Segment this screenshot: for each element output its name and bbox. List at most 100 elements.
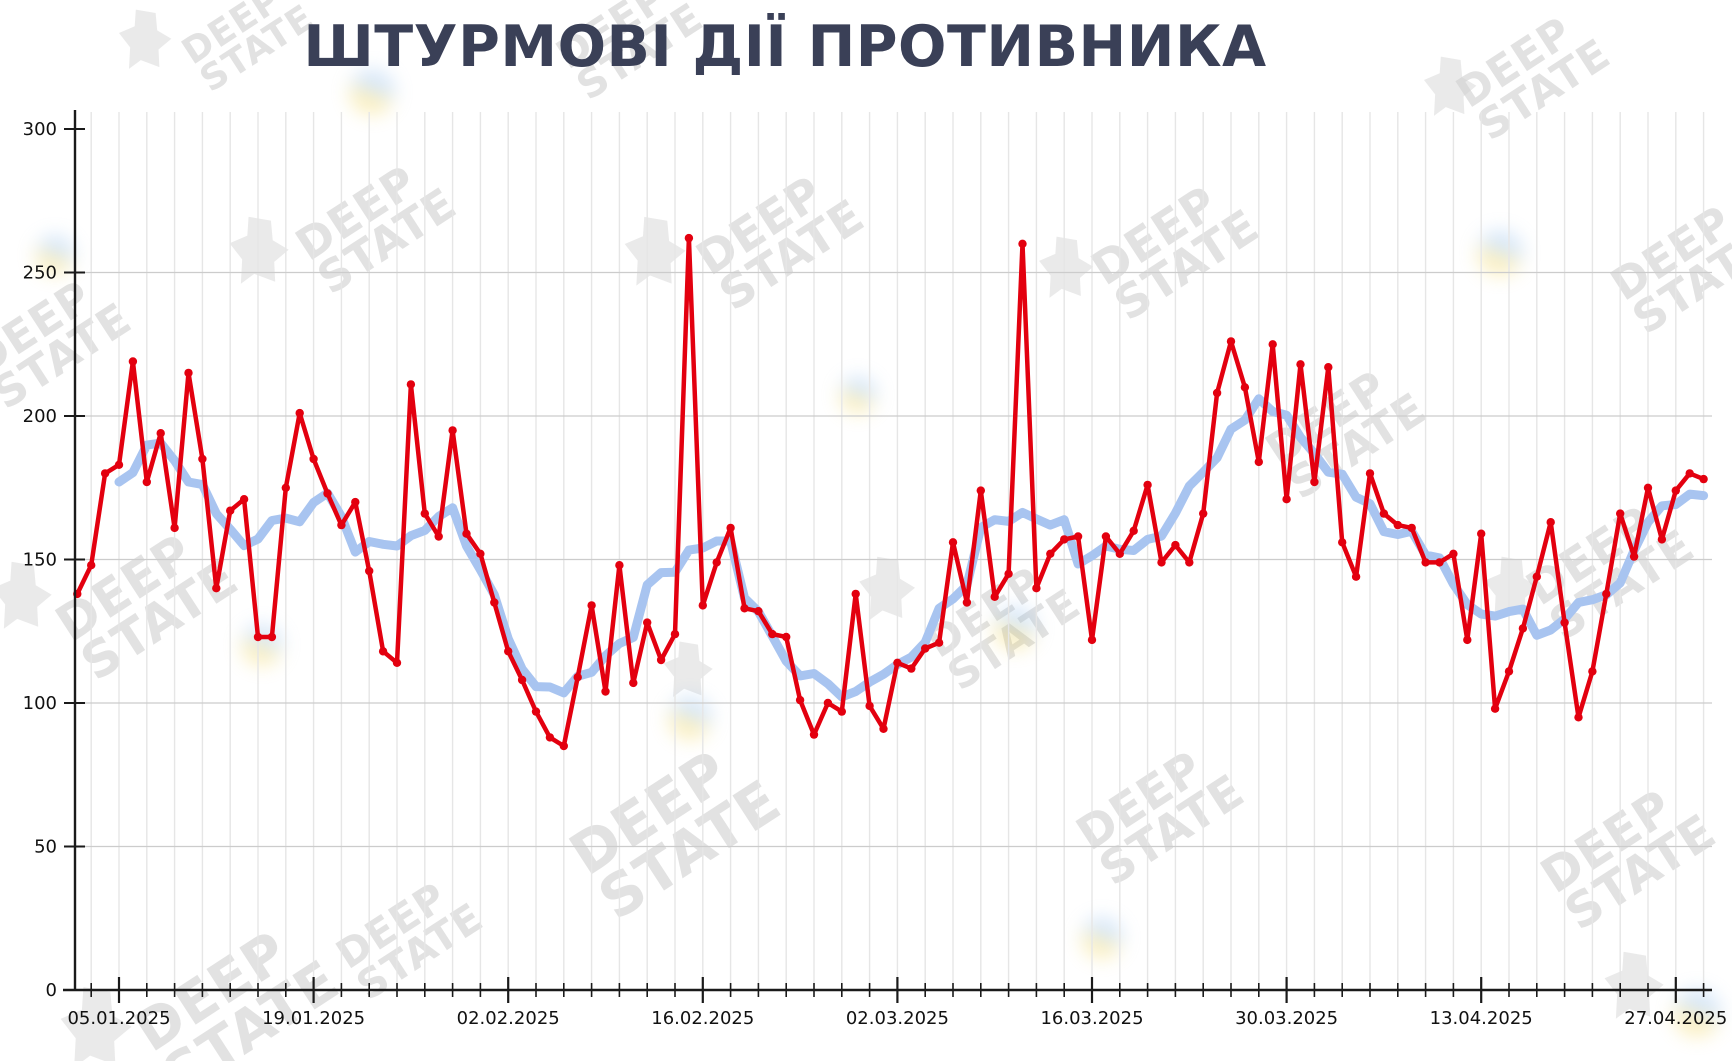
data-point — [809, 730, 819, 739]
data-point — [1268, 340, 1277, 349]
data-point — [1212, 388, 1222, 398]
data-point — [559, 741, 568, 751]
y-tick-label: 100 — [23, 693, 57, 714]
y-tick-label: 200 — [23, 406, 57, 427]
deepstate-watermark-logo-mark — [215, 206, 304, 298]
data-point — [128, 357, 138, 366]
y-tick-label: 0 — [46, 980, 57, 1001]
data-point — [851, 589, 860, 599]
x-tick-label: 02.02.2025 — [457, 1008, 560, 1029]
data-point — [1421, 558, 1430, 567]
deepstate-watermark-logo-mark — [846, 547, 930, 634]
data-point — [1435, 558, 1444, 567]
data-point — [1351, 572, 1361, 581]
data-point — [1032, 584, 1041, 593]
data-point — [323, 489, 332, 498]
data-point — [309, 454, 318, 464]
data-point — [1463, 635, 1472, 645]
data-point — [504, 647, 513, 656]
data-point — [517, 675, 527, 685]
data-point — [295, 408, 304, 418]
data-point — [448, 426, 457, 435]
y-tick-label: 150 — [23, 550, 57, 571]
data-point — [1379, 509, 1389, 518]
data-point — [1185, 558, 1194, 567]
data-point — [643, 618, 652, 627]
data-point — [420, 509, 429, 518]
data-point — [351, 497, 360, 507]
data-point — [615, 561, 624, 570]
x-tick-label: 16.03.2025 — [1040, 1008, 1143, 1029]
data-point — [1143, 480, 1152, 490]
data-point — [837, 707, 846, 716]
data-point — [1199, 509, 1208, 518]
x-tick-label: 27.04.2025 — [1624, 1008, 1727, 1029]
data-point — [1129, 526, 1138, 535]
data-point — [670, 629, 680, 639]
data-point — [1671, 486, 1681, 495]
data-point — [114, 460, 124, 469]
deepstate-watermark-emblem — [993, 606, 1037, 650]
data-point — [1449, 549, 1458, 558]
data-point — [1602, 589, 1611, 599]
x-tick-label: 16.02.2025 — [651, 1008, 754, 1029]
data-point — [1018, 239, 1027, 248]
x-tick-label: 30.03.2025 — [1235, 1008, 1338, 1029]
data-point — [1004, 569, 1013, 578]
deepstate-watermark-logo-mark — [652, 633, 726, 710]
data-point — [754, 607, 763, 616]
data-point — [740, 604, 749, 613]
data-point — [1393, 520, 1403, 530]
deepstate-watermark-emblem — [1081, 917, 1123, 959]
data-point — [392, 658, 402, 667]
deepstate-watermark-logo-mark — [1590, 941, 1679, 1033]
data-point — [156, 429, 165, 438]
data-point — [1574, 713, 1583, 722]
data-point — [948, 538, 958, 547]
data-point — [1226, 337, 1236, 346]
data-point — [1310, 477, 1319, 487]
data-point — [198, 454, 207, 464]
data-point — [87, 561, 96, 570]
chart-title: ШТУРМОВІ ДІЇ ПРОТИВНИКА — [303, 14, 1267, 80]
data-point — [1087, 635, 1097, 645]
axes-layer: 0 50 100 150 200 250 300 05.01.2025 19.01.2025 02… — [23, 110, 1727, 1029]
data-point — [795, 695, 805, 705]
data-point — [226, 506, 235, 515]
data-point — [934, 638, 944, 647]
deepstate-watermark-logo-mark — [43, 974, 150, 1061]
data-point — [267, 632, 277, 642]
moving-average-line — [114, 394, 1709, 702]
y-tick-label: 50 — [34, 837, 57, 858]
data-point — [1643, 483, 1653, 492]
data-point — [1296, 360, 1305, 369]
data-point — [1546, 518, 1555, 527]
data-point — [768, 629, 777, 639]
data-point — [1477, 529, 1486, 538]
data-point — [726, 523, 735, 533]
data-point — [962, 598, 972, 607]
data-point — [212, 584, 221, 593]
data-point — [712, 558, 721, 567]
deepstate-watermark-emblem — [349, 69, 395, 115]
data-point — [1504, 667, 1514, 676]
data-point — [1324, 363, 1333, 372]
data-point — [907, 664, 916, 673]
data-point — [1282, 495, 1291, 504]
data-point — [462, 529, 471, 538]
data-point — [1532, 572, 1542, 581]
data-point — [1254, 457, 1264, 467]
deepstate-watermark-emblem — [1477, 230, 1523, 276]
x-tick-label: 02.03.2025 — [846, 1008, 949, 1029]
deepstate-watermark-logo-mark — [1471, 547, 1553, 631]
deepstate-watermark-emblem — [1673, 989, 1721, 1037]
data-point — [281, 483, 290, 492]
data-point — [1338, 538, 1347, 547]
data-point — [1157, 558, 1166, 567]
deepstate-watermark-emblem — [839, 376, 877, 414]
data-point — [1588, 667, 1597, 676]
data-point — [1685, 469, 1694, 478]
data-point — [142, 477, 151, 487]
